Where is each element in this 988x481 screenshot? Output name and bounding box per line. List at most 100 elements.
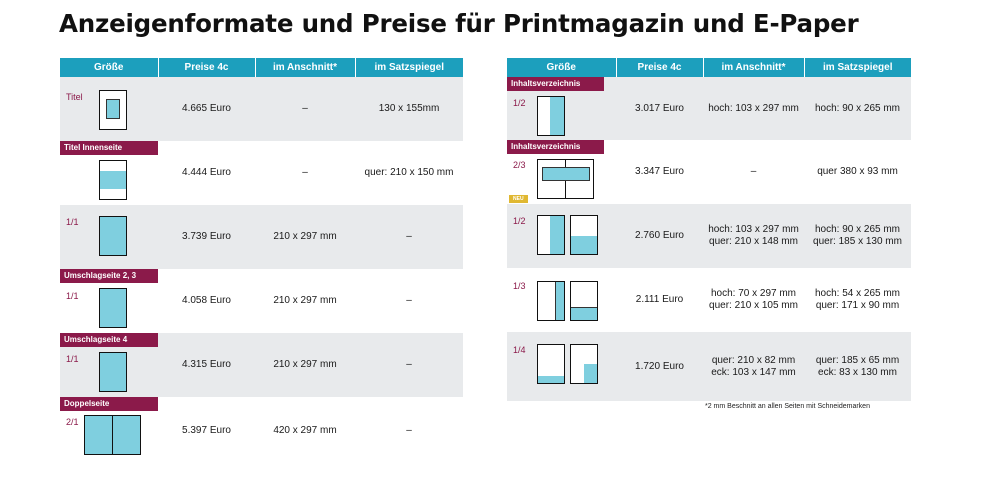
anschnitt-cell: – [703, 140, 804, 204]
format-label: Titel [66, 92, 83, 102]
satzspiegel-cell: hoch: 90 x 265 mm quer: 185 x 130 mm [804, 204, 911, 268]
price-cell: 5.397 Euro [182, 425, 231, 436]
format-label: 1/1 [66, 354, 79, 364]
page-thumbnail-viertel-quer [537, 344, 565, 384]
ad-area [571, 307, 597, 320]
format-badge: Titel Innenseite [60, 141, 158, 155]
col-header-groesse: Größe [60, 58, 159, 77]
format-label: 2/3 [513, 160, 526, 170]
page-thumbnail-titel-innenseite [99, 160, 127, 200]
anschnitt-line: quer: 210 x 82 mm [711, 354, 796, 366]
anschnitt-line: hoch: 103 x 297 mm [708, 102, 799, 114]
price-cell: 4.315 Euro [158, 333, 255, 397]
page-thumbnail-doppelseite [84, 415, 141, 455]
ad-area [555, 282, 564, 320]
ad-area [106, 99, 120, 119]
anschnitt-line: – [750, 166, 757, 177]
table-row: Inhaltsverzeichnis 1/2 3.017 Euro hoch: … [507, 77, 911, 140]
right-price-table: Größe Preise 4c im Anschnitt* im Satzspi… [507, 58, 911, 401]
satzspiegel-cell: 130 x 155mm [355, 77, 463, 141]
format-label: 1/1 [66, 291, 79, 301]
satzspiegel-cell: quer 380 x 93 mm [804, 140, 911, 204]
satzspiegel-line: hoch: 90 x 265 mm [814, 224, 901, 235]
page-thumbnail-ganzseite [99, 216, 127, 256]
page-thumbnail-drittel-quer [570, 281, 598, 321]
format-badge: Doppelseite [60, 397, 158, 411]
page-thumbnail-halb-quer [570, 215, 598, 255]
satzspiegel-cell: – [355, 333, 463, 397]
page-thumbnail-inhalt-halb [537, 96, 565, 136]
satzspiegel-cell: quer: 210 x 150 mm [364, 167, 454, 178]
format-badge: Umschlagseite 4 [60, 333, 158, 347]
price-cell: 4.665 Euro [158, 77, 255, 141]
format-cell: Inhaltsverzeichnis 1/2 [507, 77, 616, 140]
anschnitt-cell: 210 x 297 mm [255, 333, 355, 397]
page-thumbnail-umschlagseite-4 [99, 352, 127, 392]
format-label: 1/4 [513, 345, 526, 355]
anschnitt-cell: – [302, 167, 308, 178]
price-cell: 2.111 Euro [635, 294, 684, 305]
format-label: 1/2 [513, 216, 526, 226]
format-cell: Doppelseite 2/1 [60, 397, 158, 465]
price-cell: 1.720 Euro [616, 332, 703, 401]
neu-badge: NEU [509, 195, 528, 203]
anschnitt-cell: 210 x 297 mm [255, 205, 355, 269]
format-cell: Inhaltsverzeichnis 2/3 NEU [507, 140, 616, 204]
format-label: 2/1 [66, 417, 79, 427]
anschnitt-cell: – [255, 77, 355, 141]
col-header-satzspiegel: im Satzspiegel [804, 58, 911, 77]
table-row: 1/4 1.720 Euro quer: 210 x 82 mm eck: 10… [507, 332, 911, 401]
satzspiegel-cell: hoch: 54 x 265 mm quer: 171 x 90 mm [804, 268, 911, 332]
ad-area [100, 171, 126, 189]
ad-area [550, 216, 564, 254]
satzspiegel-cell: hoch: 90 x 265 mm [804, 77, 911, 140]
ad-area [571, 236, 597, 254]
satzspiegel-line: hoch: 90 x 265 mm [814, 102, 901, 114]
anschnitt-cell: 210 x 297 mm [273, 295, 337, 306]
satzspiegel-line: eck: 83 x 130 mm [818, 366, 897, 378]
anschnitt-cell: quer: 210 x 82 mm eck: 103 x 147 mm [703, 332, 804, 401]
page-thumbnail-viertel-eck [570, 344, 598, 384]
price-cell: 2.760 Euro [616, 204, 703, 268]
satzspiegel-cell: quer: 185 x 65 mm eck: 83 x 130 mm [804, 332, 911, 401]
ad-area [538, 376, 564, 383]
anschnitt-line: hoch: 103 x 297 mm [708, 224, 799, 235]
satzspiegel-cell: – [355, 205, 463, 269]
col-header-preise: Preise 4c [158, 58, 256, 77]
satzspiegel-cell: – [406, 425, 412, 436]
col-header-satzspiegel: im Satzspiegel [355, 58, 463, 77]
price-cell: 4.058 Euro [182, 295, 231, 306]
ad-area [542, 167, 590, 181]
satzspiegel-line: quer: 171 x 90 mm [815, 300, 900, 311]
format-badge: Umschlagseite 2, 3 [60, 269, 158, 283]
format-cell: Titel [60, 77, 158, 141]
table-row: 1/2 2.760 Euro hoch: 103 x 297 mm quer: … [507, 204, 911, 268]
format-cell: 1/4 [507, 332, 616, 401]
format-badge: Inhaltsverzeichnis [507, 77, 604, 91]
table-row: 1/3 2.111 Euro hoch: 70 x 297 mm quer: 2… [507, 268, 911, 332]
col-header-anschnitt: im Anschnitt* [703, 58, 805, 77]
format-label: 1/2 [513, 98, 526, 108]
format-cell: 1/1 [60, 205, 158, 269]
col-header-preise: Preise 4c [616, 58, 704, 77]
format-label: 1/1 [66, 217, 79, 227]
table-row: Inhaltsverzeichnis 2/3 NEU 3.347 Euro – … [507, 140, 911, 204]
table-row: Titel 4.665 Euro – 130 x 155mm [60, 77, 463, 141]
format-badge: Inhaltsverzeichnis [507, 140, 604, 154]
page-thumbnail-titel [99, 90, 127, 130]
page-thumbnail-halb-hoch [537, 215, 565, 255]
format-cell: Umschlagseite 2, 3 1/1 [60, 269, 158, 333]
price-cell: 3.017 Euro [616, 77, 703, 140]
table-row: Titel Innenseite 4.444 Euro – quer: 210 … [60, 141, 463, 205]
satzspiegel-line: quer: 185 x 65 mm [815, 354, 900, 366]
anschnitt-line: quer: 210 x 148 mm [709, 236, 798, 247]
price-cell: 4.444 Euro [182, 167, 231, 178]
anschnitt-cell: 420 x 297 mm [273, 425, 337, 436]
anschnitt-cell: hoch: 103 x 297 mm quer: 210 x 148 mm [703, 204, 804, 268]
page-thumbnail-umschlagseite-2-3 [99, 288, 127, 328]
format-cell: 1/2 [507, 204, 616, 268]
format-cell: Titel Innenseite [60, 141, 158, 205]
footnote: *2 mm Beschnitt an allen Seiten mit Schn… [705, 403, 870, 410]
anschnitt-cell: hoch: 70 x 297 mm quer: 210 x 105 mm [703, 268, 804, 332]
ad-area [550, 97, 564, 135]
